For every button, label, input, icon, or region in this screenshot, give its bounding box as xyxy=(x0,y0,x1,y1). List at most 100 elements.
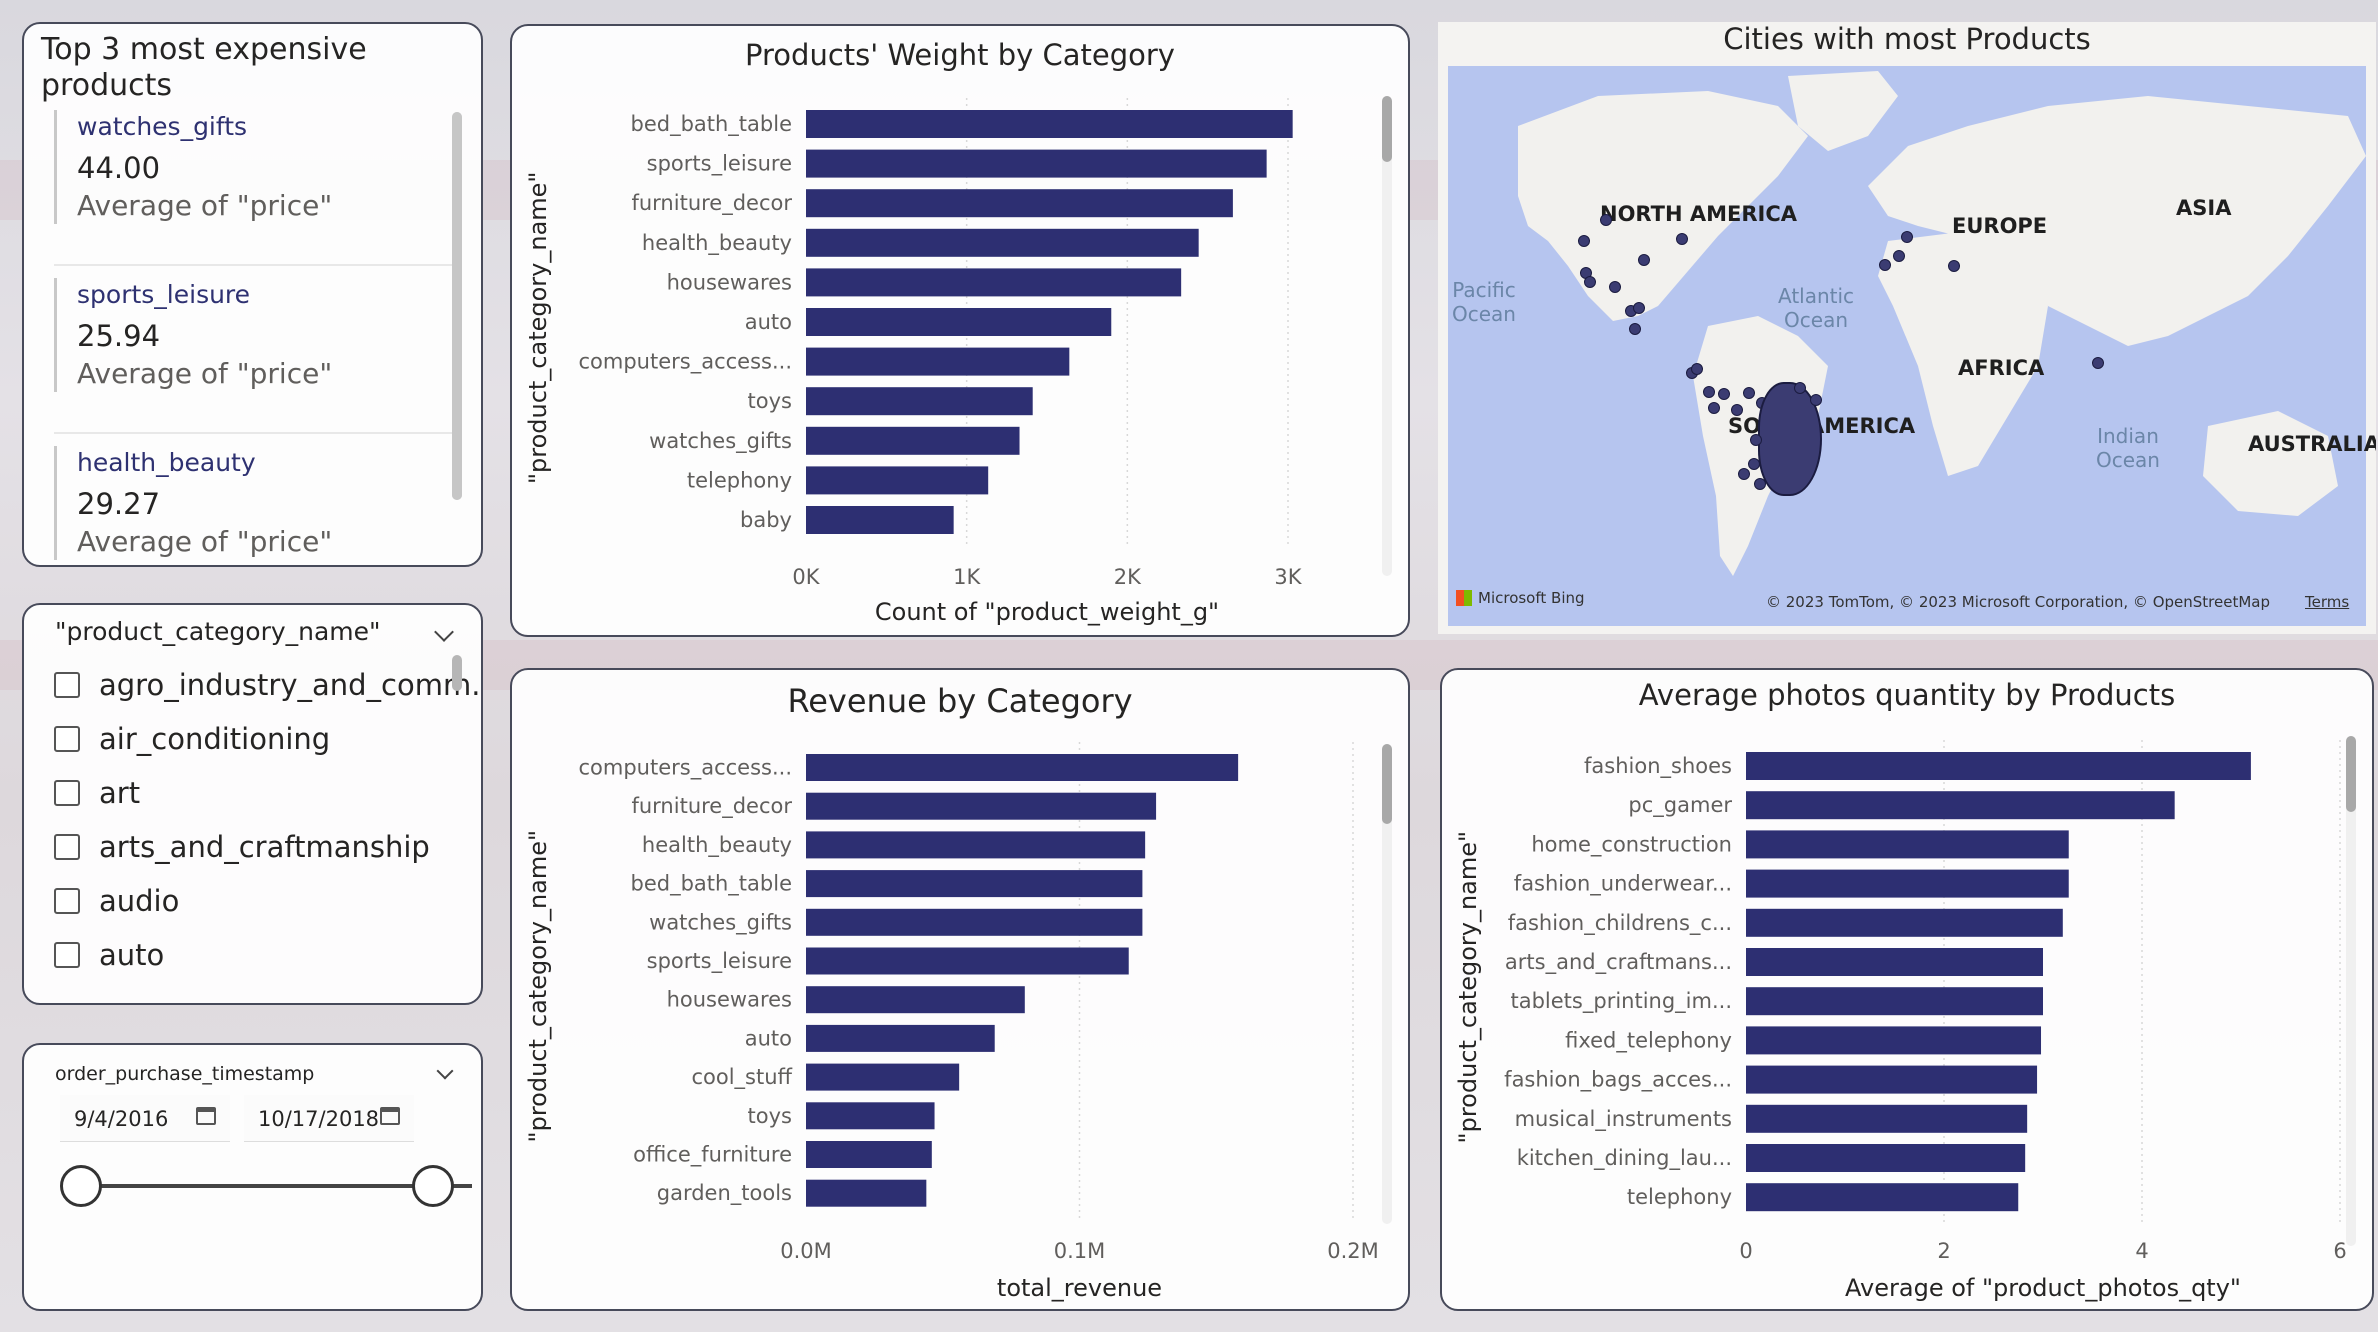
start-date-handle[interactable] xyxy=(60,1165,102,1207)
kpi-category: health_beauty xyxy=(77,448,256,477)
map-point[interactable] xyxy=(1879,259,1891,271)
category-label: computers_access... xyxy=(578,350,792,375)
revenue-chart-scrollbar-thumb[interactable] xyxy=(1382,744,1392,824)
category-label: telephony xyxy=(1627,1185,1732,1209)
kpi-value: 44.00 xyxy=(77,151,161,185)
map-point[interactable] xyxy=(1600,214,1612,226)
start-date-field[interactable]: 9/4/2016 xyxy=(60,1095,230,1142)
map-point[interactable] xyxy=(1718,388,1730,400)
map-point[interactable] xyxy=(1638,254,1650,266)
kpi-scrollbar-thumb[interactable] xyxy=(452,112,462,500)
category-label: health_beauty xyxy=(642,833,792,858)
map-attribution-right[interactable]: © 2023 TomTom, © 2023 Microsoft Corporat… xyxy=(1766,593,2271,611)
slicer-option[interactable]: auto xyxy=(54,935,164,975)
map-point[interactable] xyxy=(1708,402,1720,414)
weight-chart-scrollbar[interactable] xyxy=(1382,96,1392,576)
map-point[interactable] xyxy=(1754,478,1766,490)
map-point[interactable] xyxy=(1629,323,1641,335)
chevron-down-icon[interactable] xyxy=(436,1062,454,1080)
bar xyxy=(1746,908,2063,937)
map-point[interactable] xyxy=(1691,363,1703,375)
map-point[interactable] xyxy=(1703,386,1715,398)
slicer-option-label: audio xyxy=(99,884,180,918)
revenue-chart-card: Revenue by Category 0.0M 0.1M 0.2M computer… xyxy=(510,668,1410,1311)
weight-chart-card: Products' Weight by Category 0K 1K 2K 3K bed… xyxy=(510,24,1410,637)
photos-chart-scrollbar[interactable] xyxy=(2346,736,2356,1246)
chevron-down-icon[interactable] xyxy=(434,622,454,642)
continent-label: AFRICA xyxy=(1958,356,2045,380)
map-point[interactable] xyxy=(1794,382,1806,394)
checkbox[interactable] xyxy=(54,834,80,860)
map-point[interactable] xyxy=(1948,260,1960,272)
checkbox[interactable] xyxy=(54,942,80,968)
weight-chart-scrollbar-thumb[interactable] xyxy=(1382,96,1392,162)
category-label: computers_access... xyxy=(578,756,792,781)
x-tick-label: 1K xyxy=(953,565,981,589)
bar xyxy=(1746,1183,2019,1212)
bar xyxy=(1746,791,2175,820)
kpi-category: sports_leisure xyxy=(77,280,251,309)
x-tick-label: 0.0M xyxy=(780,1239,832,1263)
map-point[interactable] xyxy=(1750,434,1762,446)
map-point[interactable] xyxy=(2092,357,2104,369)
category-label: bed_bath_table xyxy=(630,112,792,137)
bar xyxy=(806,506,954,534)
bar xyxy=(1746,869,2069,898)
map-point[interactable] xyxy=(1901,231,1913,243)
map-point[interactable] xyxy=(1748,458,1760,470)
world-map[interactable] xyxy=(1448,66,2366,626)
slicer-scrollbar[interactable] xyxy=(452,655,462,985)
map-point[interactable] xyxy=(1633,302,1645,314)
slicer-scrollbar-thumb[interactable] xyxy=(452,655,462,691)
checkbox[interactable] xyxy=(54,888,80,914)
revenue-chart-scrollbar[interactable] xyxy=(1382,744,1392,1224)
kpi-value: 25.94 xyxy=(77,319,161,353)
photos-chart-scrollbar-thumb[interactable] xyxy=(2346,736,2356,812)
slicer-option[interactable]: air_conditioning xyxy=(54,719,330,759)
map-point[interactable] xyxy=(1731,404,1743,416)
category-slicer: "product_category_name" agro_industry_an… xyxy=(22,603,483,1005)
category-label: furniture_decor xyxy=(631,191,792,216)
calendar-icon[interactable] xyxy=(380,1107,400,1125)
map-point[interactable] xyxy=(1578,235,1590,247)
end-date-handle[interactable] xyxy=(412,1165,454,1207)
x-axis-title: total_revenue xyxy=(997,1274,1162,1302)
map-point[interactable] xyxy=(1738,468,1750,480)
calendar-icon[interactable] xyxy=(196,1107,216,1125)
map-point[interactable] xyxy=(1893,250,1905,262)
ocean-label: Indian Ocean xyxy=(2096,424,2160,472)
greenland-land xyxy=(1788,71,1898,151)
map-point[interactable] xyxy=(1584,276,1596,288)
bar xyxy=(806,347,1070,376)
map-point[interactable] xyxy=(1676,233,1688,245)
category-label: fashion_shoes xyxy=(1584,754,1732,779)
bar xyxy=(806,754,1239,781)
slicer-option[interactable]: arts_and_craftmanship xyxy=(54,827,430,867)
date-range-track[interactable] xyxy=(84,1184,472,1188)
kpi-scrollbar[interactable] xyxy=(452,112,462,500)
photos-chart-card: Average photos quantity by Products 0 2 4 6… xyxy=(1440,668,2374,1311)
map-point[interactable] xyxy=(1743,387,1755,399)
kpi-item: health_beauty 29.27 Average of "price" xyxy=(54,446,332,560)
bar xyxy=(1746,948,2043,976)
category-label: auto xyxy=(745,310,792,334)
category-label: toys xyxy=(748,389,792,413)
category-label: toys xyxy=(748,1104,792,1128)
checkbox[interactable] xyxy=(54,726,80,752)
x-tick-label: 0K xyxy=(792,565,820,589)
map-point[interactable] xyxy=(1810,394,1822,406)
bar xyxy=(806,426,1020,455)
map-terms-link[interactable]: Terms xyxy=(2305,593,2350,611)
slicer-option[interactable]: audio xyxy=(54,881,179,921)
checkbox[interactable] xyxy=(54,672,80,698)
checkbox[interactable] xyxy=(54,780,80,806)
end-date-field[interactable]: 10/17/2018 xyxy=(244,1095,414,1142)
map-point[interactable] xyxy=(1609,281,1621,293)
slicer-option[interactable]: art xyxy=(54,773,140,813)
africa-land xyxy=(1878,231,2048,476)
category-label: pc_gamer xyxy=(1628,793,1732,818)
category-label: fashion_bags_acces... xyxy=(1504,1068,1732,1093)
category-label: health_beauty xyxy=(642,231,792,256)
x-tick-label: 4 xyxy=(2135,1239,2148,1263)
slicer-option[interactable]: agro_industry_and_comm... xyxy=(54,665,481,705)
